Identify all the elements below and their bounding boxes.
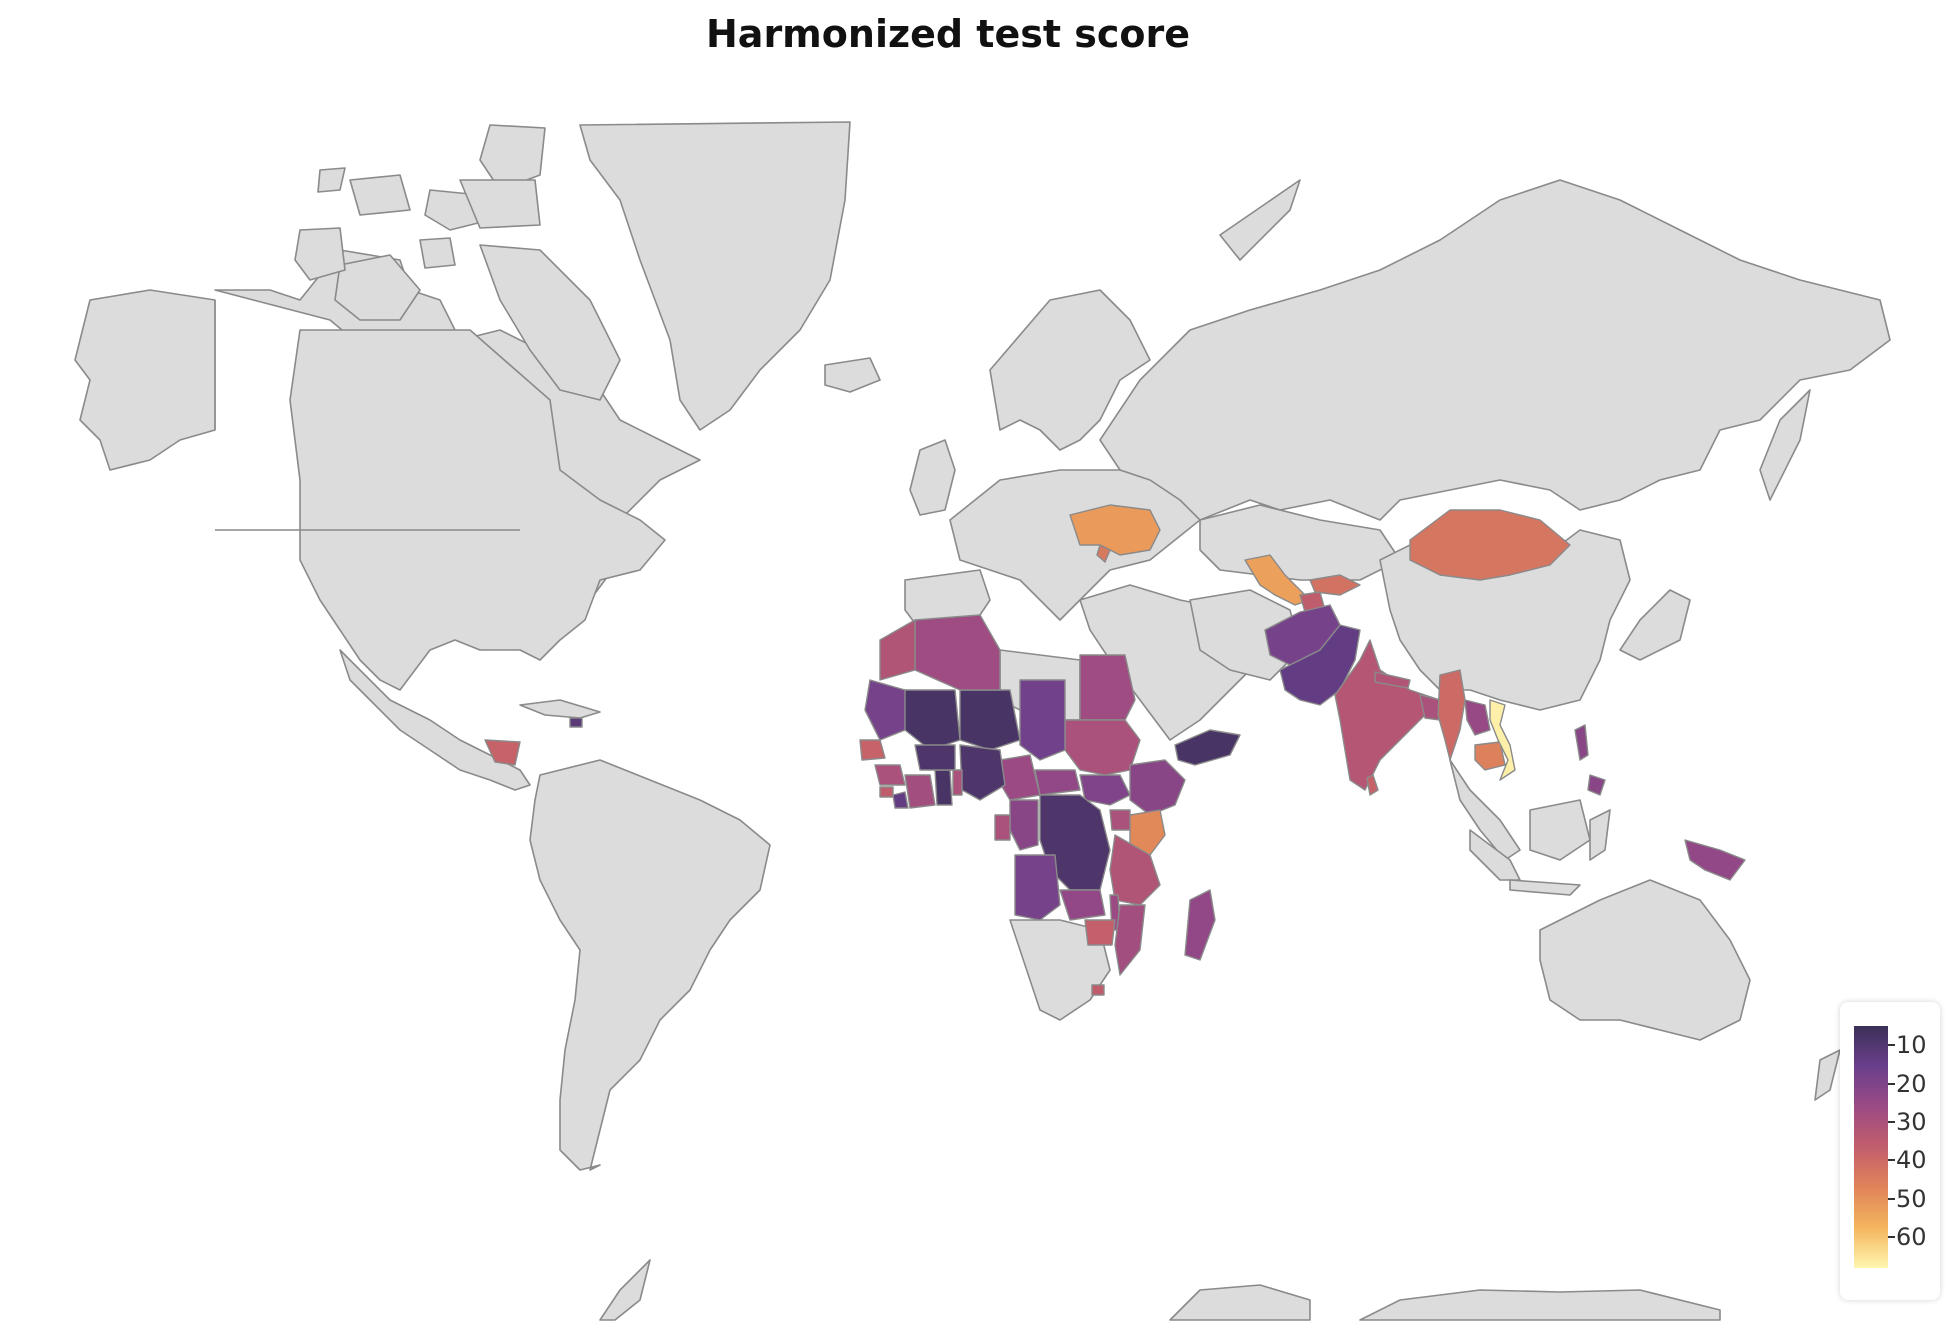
region-nepal[interactable]: Nepal: 32 bbox=[1374, 671, 1411, 689]
land-southeast-asia bbox=[1449, 759, 1521, 861]
land-europe-main bbox=[949, 469, 1201, 621]
region-senegal[interactable]: Senegal: 38 bbox=[859, 739, 886, 761]
region-niger[interactable]: Niger: 8 bbox=[959, 689, 1021, 751]
region-gabon[interactable]: Gabon: 30 bbox=[994, 814, 1011, 841]
land-arctic-2 bbox=[294, 227, 346, 281]
region-honduras[interactable]: Honduras: 38 bbox=[484, 739, 521, 766]
region-morocco[interactable]: Morocco: 32 bbox=[879, 619, 916, 681]
region-zambia[interactable]: Zambia: 24 bbox=[1059, 889, 1106, 921]
colorbar-tick-label: 40 bbox=[1896, 1146, 1927, 1175]
land-arctic-7 bbox=[317, 167, 346, 193]
region-yemen[interactable]: Yemen: 8 bbox=[1174, 729, 1241, 766]
choropleth-layer: Ukraine: 52Moldova: 44Uzbekistan: 53Kyrg… bbox=[484, 504, 1746, 996]
region-chad[interactable]: Chad: 17 bbox=[1019, 679, 1066, 761]
land-alaska bbox=[74, 289, 216, 471]
land-iceland bbox=[824, 357, 881, 393]
region-moldova[interactable]: Moldova: 44 bbox=[1096, 544, 1111, 563]
colorbar-tick-label: 30 bbox=[1896, 1108, 1927, 1137]
region-kenya[interactable]: Kenya: 48 bbox=[1129, 809, 1166, 856]
region-lesotho[interactable]: Lesotho: 36 bbox=[1091, 984, 1105, 996]
region-sri-lanka[interactable]: Sri Lanka: 38 bbox=[1366, 774, 1379, 796]
colorbar-tick-label: 10 bbox=[1896, 1031, 1927, 1060]
chart-title: Harmonized test score bbox=[706, 12, 1190, 56]
land-antarctica-2 bbox=[1359, 1289, 1721, 1321]
land-sulawesi bbox=[1589, 809, 1611, 861]
region-pakistan[interactable]: Pakistan: 14 bbox=[1279, 624, 1361, 706]
colorbar-tick-label: 60 bbox=[1896, 1223, 1927, 1252]
region-sierra-leone[interactable]: Sierra Leone: 36 bbox=[879, 786, 894, 798]
region-cote-d-ivoire[interactable]: Cote d'Ivoire: 28 bbox=[904, 774, 936, 809]
land-australia bbox=[1539, 879, 1751, 1041]
colorbar-tick-label: 20 bbox=[1896, 1069, 1927, 1098]
land-arctic-8 bbox=[419, 237, 456, 269]
region-liberia[interactable]: Liberia: 14 bbox=[892, 791, 909, 809]
region-laos[interactable]: Laos: 25 bbox=[1464, 699, 1491, 736]
land-scandinavia bbox=[989, 289, 1151, 451]
region-egypt[interactable]: Egypt: 27 bbox=[1079, 654, 1136, 721]
land-greenland bbox=[579, 121, 851, 431]
colorbar-tick-mark bbox=[1888, 1236, 1895, 1239]
region-burkina-faso[interactable]: Burkina Faso: 9 bbox=[914, 744, 956, 771]
region-republic-of-congo[interactable]: Republic of Congo: 22 bbox=[1009, 799, 1039, 851]
land-arctic-5 bbox=[459, 179, 541, 229]
land-cuba bbox=[519, 699, 601, 719]
land-antarctica-1 bbox=[1169, 1284, 1311, 1321]
region-mali[interactable]: Mali: 8 bbox=[899, 689, 961, 751]
region-mongolia[interactable]: Mongolia: 43 bbox=[1409, 509, 1571, 581]
region-haiti[interactable]: Haiti: 12 bbox=[569, 717, 583, 728]
land-central-america bbox=[339, 649, 531, 791]
colorbar-tick-mark bbox=[1888, 1197, 1895, 1200]
colorbar-legend: 10 20 30 40 50 60 bbox=[1840, 1002, 1940, 1300]
land-kamchatka bbox=[1759, 389, 1811, 501]
region-sudan[interactable]: Sudan: 30 bbox=[1064, 719, 1141, 776]
colorbar-tick-mark bbox=[1888, 1121, 1895, 1124]
land-russia-north-island bbox=[1219, 179, 1301, 261]
region-algeria[interactable]: Algeria: 27 bbox=[914, 614, 1001, 691]
region-zimbabwe[interactable]: Zimbabwe: 37 bbox=[1084, 919, 1116, 946]
colorbar-tick-mark bbox=[1888, 1159, 1895, 1162]
region-ukraine[interactable]: Ukraine: 52 bbox=[1069, 504, 1161, 556]
region-kyrgyzstan[interactable]: Kyrgyzstan: 42 bbox=[1309, 574, 1361, 596]
land-south-america bbox=[529, 759, 771, 1171]
region-benin[interactable]: Benin: 30 bbox=[952, 769, 963, 796]
land-japan bbox=[1619, 589, 1691, 661]
region-guinea[interactable]: Guinea: 30 bbox=[874, 764, 906, 786]
region-uganda[interactable]: Uganda: 30 bbox=[1109, 809, 1131, 831]
region-india[interactable]: India: 33 bbox=[1334, 639, 1441, 791]
land-north-america-east bbox=[289, 329, 666, 691]
colorbar-tick-mark bbox=[1888, 1044, 1895, 1047]
land-baffin bbox=[479, 244, 621, 401]
region-ethiopia[interactable]: Ethiopia: 22 bbox=[1129, 759, 1186, 816]
region-nigeria[interactable]: Nigeria: 9 bbox=[959, 744, 1006, 801]
region-mozambique[interactable]: Mozambique: 28 bbox=[1114, 904, 1146, 976]
region-myanmar[interactable]: Myanmar: 40 bbox=[1437, 669, 1466, 761]
land-borneo bbox=[1529, 799, 1591, 861]
colorbar-gradient bbox=[1854, 1026, 1888, 1268]
land-arctic-6 bbox=[349, 174, 411, 216]
region-south-sudan[interactable]: South Sudan: 20 bbox=[1079, 774, 1131, 806]
land-arctic-1 bbox=[334, 254, 421, 321]
land-antarctica-3 bbox=[599, 1259, 651, 1321]
region-ghana[interactable]: Ghana: 8 bbox=[934, 769, 953, 806]
land-southern-africa bbox=[1009, 919, 1111, 1021]
land-iran bbox=[1189, 589, 1301, 681]
region-papua-new-guinea[interactable]: Papua New Guinea: 24 bbox=[1684, 839, 1746, 881]
land-new-zealand bbox=[1814, 1049, 1841, 1101]
land-java bbox=[1509, 879, 1581, 896]
region-cambodia[interactable]: Cambodia: 46 bbox=[1474, 741, 1506, 771]
colorbar-tick-label: 50 bbox=[1896, 1184, 1927, 1213]
land-uk bbox=[909, 439, 956, 516]
region-mauritania[interactable]: Mauritania: 18 bbox=[864, 679, 906, 741]
colorbar-tick-mark bbox=[1888, 1082, 1895, 1085]
region-angola[interactable]: Angola: 18 bbox=[1014, 854, 1061, 921]
region-madagascar[interactable]: Madagascar: 24 bbox=[1184, 889, 1216, 961]
region-central-african-republic[interactable]: Central African Republic: 24 bbox=[1034, 769, 1081, 796]
region-philippines[interactable]: Philippines: 22 bbox=[1574, 724, 1606, 796]
region-vietnam[interactable]: Vietnam: 67 bbox=[1489, 699, 1516, 781]
